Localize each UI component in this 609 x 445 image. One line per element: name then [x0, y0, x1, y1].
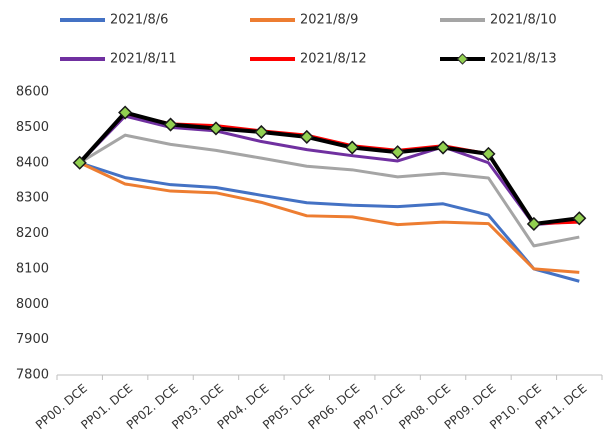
point-marker — [208, 121, 224, 136]
series-line — [78, 133, 580, 248]
y-tick-label: 8100 — [16, 261, 49, 276]
y-tick-label: 8200 — [16, 226, 49, 241]
legend-label: 2021/8/10 — [490, 13, 557, 28]
point-marker — [572, 211, 587, 226]
point-marker — [254, 124, 269, 140]
y-tick-label: 8600 — [16, 85, 49, 100]
series-line — [79, 161, 580, 283]
point-marker — [390, 145, 405, 160]
legend-marker — [456, 53, 469, 65]
series-line — [78, 114, 580, 227]
legend-label: 2021/8/9 — [300, 13, 358, 28]
legend-label: 2021/8/6 — [110, 13, 168, 28]
series-line — [78, 110, 580, 226]
point-marker — [345, 140, 360, 155]
y-tick-label: 8500 — [16, 120, 49, 135]
point-marker — [526, 216, 541, 232]
point-marker — [163, 117, 178, 132]
point-marker — [481, 146, 496, 161]
y-tick-label: 8400 — [16, 155, 49, 170]
point-marker — [435, 140, 451, 155]
y-tick-label: 7900 — [16, 332, 49, 347]
legend-label: 2021/8/12 — [300, 52, 367, 67]
y-tick-label: 8000 — [16, 297, 49, 312]
point-marker — [299, 129, 314, 144]
y-tick-label: 7800 — [16, 368, 49, 383]
point-marker — [118, 105, 133, 120]
point-marker — [72, 155, 87, 170]
legend-label: 2021/8/11 — [110, 52, 177, 67]
series-line — [79, 161, 580, 274]
legend-label: 2021/8/13 — [490, 52, 557, 67]
y-tick-label: 8300 — [16, 191, 49, 206]
